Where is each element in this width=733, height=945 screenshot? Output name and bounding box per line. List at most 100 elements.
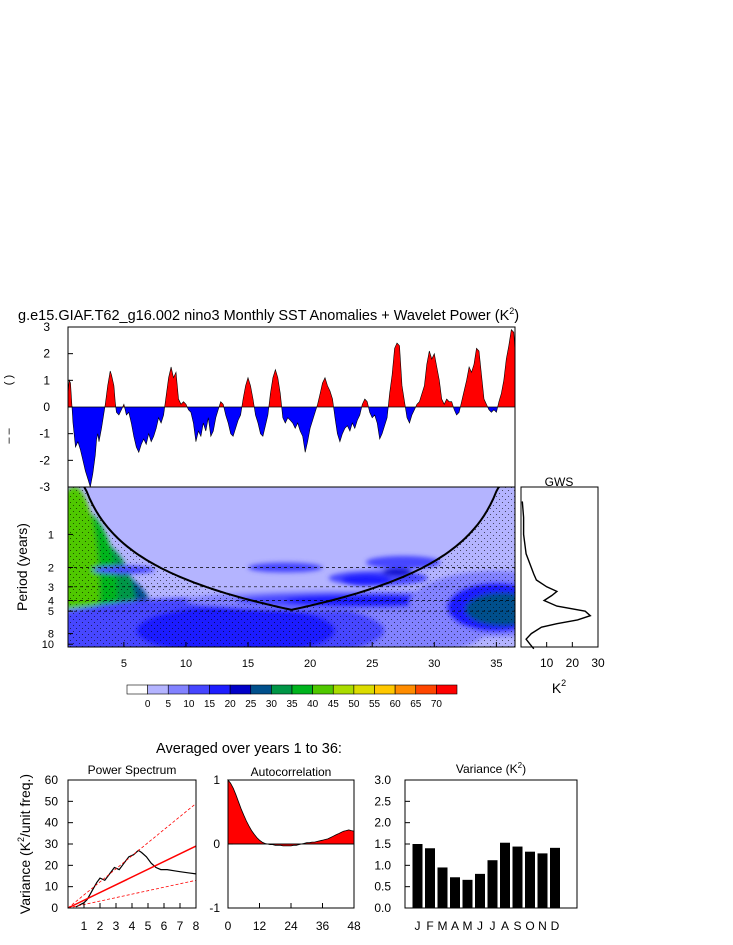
var-xtick-label: A <box>451 919 459 933</box>
sst-ytick-label: -3 <box>39 480 50 494</box>
wavelet-ytick-label: 2 <box>48 562 54 574</box>
power-spectrum-frame <box>67 779 197 909</box>
colorbar-label: 50 <box>348 699 360 710</box>
var-xtick-label: J <box>490 919 496 933</box>
ps-ytick-label: 40 <box>45 816 59 830</box>
var-ytick-label: 0.5 <box>374 880 391 894</box>
var-xtick-label: D <box>551 919 560 933</box>
cone-stipple <box>68 487 515 647</box>
wavelet-ytick-label: 3 <box>48 582 54 594</box>
var-xtick-label: J <box>477 919 483 933</box>
variance-bar <box>437 867 448 908</box>
colorbar-label: 60 <box>390 699 402 710</box>
sst-ylabel-partial: ( ) <box>3 375 15 385</box>
ps-xtick-label: 8 <box>193 919 200 933</box>
sst-anomaly-panel: -3 -2 -1 0 1 2 3 ( ) – – <box>3 320 516 494</box>
sst-ytick-label: 1 <box>43 373 50 387</box>
cone-of-influence <box>83 487 500 611</box>
gws-xtick-label: 20 <box>566 656 580 670</box>
variance-bar <box>525 851 535 908</box>
wavelet-ylabel: Period (years) <box>14 523 30 611</box>
var-xtick-label: M <box>438 919 448 933</box>
wavelet-power-blob <box>366 555 441 570</box>
positive-anomaly-area <box>68 329 515 407</box>
wavelet-power-blob <box>341 574 391 586</box>
gws-xtick-label: 10 <box>540 656 554 670</box>
ps-ytick-label: 10 <box>45 880 59 894</box>
ac-xtick-label: 36 <box>316 919 330 933</box>
wavelet-xtick-label: 25 <box>366 658 378 670</box>
ac-ytick-label: 0 <box>213 837 220 851</box>
colorbar-swatch <box>415 684 437 695</box>
main-title: g.e15.GIAF.T62_g16.002 nino3 Monthly SST… <box>18 306 519 324</box>
wavelet-xtick-label: 20 <box>304 658 316 670</box>
colorbar-swatch <box>332 684 355 695</box>
variance-panel: Variance (K2) 0.00.51.01.52.02.53.0J F M A M… <box>374 761 578 933</box>
ps-ytick-label: 50 <box>45 794 59 808</box>
colorbar-swatch <box>209 684 231 695</box>
wavelet-xtick-label: 30 <box>428 658 440 670</box>
colorbar-label: 35 <box>286 699 298 710</box>
gws-xtick-label: 30 <box>591 656 605 670</box>
colorbar-swatch <box>126 684 148 695</box>
autocorrelation-title: Autocorrelation <box>251 765 332 779</box>
colorbar-swatch <box>250 684 272 695</box>
colorbar-swatch <box>374 684 396 695</box>
wavelet-ytick-label: 4 <box>48 596 54 608</box>
var-xtick-label: A <box>501 919 509 933</box>
colorbar-swatch <box>353 684 375 695</box>
colorbar-label: 45 <box>328 699 340 710</box>
variance-bar <box>512 846 523 908</box>
ps-ytick-label: 20 <box>45 858 59 872</box>
colorbar-swatch <box>394 684 417 695</box>
colorbar-swatch <box>188 684 210 695</box>
red-noise-line <box>67 845 197 909</box>
colorbar-swatch <box>271 684 293 695</box>
wavelet-xtick-label: 5 <box>121 658 127 670</box>
wavelet-xtick-label: 10 <box>180 658 192 670</box>
wavelet-power-blob <box>382 568 412 576</box>
sst-ytick-label: -1 <box>39 427 50 441</box>
sst-ylabel-edge: – – <box>3 427 15 443</box>
ac-ytick-label: 1 <box>213 773 220 787</box>
upper-confidence-line <box>67 803 197 909</box>
colorbar: 0 5 10 15 20 25 30 35 40 45 50 55 60 65 70 <box>126 684 458 710</box>
wavelet-ytick-label: 10 <box>42 639 54 651</box>
colorbar-label: 70 <box>431 699 443 710</box>
var-xtick-label: N <box>538 919 547 933</box>
variance-bar <box>462 879 473 908</box>
var-ytick-label: 1.0 <box>374 858 391 872</box>
wavelet-ytick-label: 8 <box>48 629 54 641</box>
var-ytick-label: 0.0 <box>374 901 391 915</box>
colorbar-swatch <box>147 684 169 695</box>
colorbar-swatch <box>436 684 458 695</box>
var-xtick-label: S <box>513 919 521 933</box>
wavelet-xtick-label: 15 <box>242 658 254 670</box>
lower-confidence-line <box>67 879 197 909</box>
variance-bar <box>412 844 423 908</box>
autocorrelation-area <box>227 778 355 847</box>
colorbar-label: 0 <box>145 699 151 710</box>
colorbar-label: 5 <box>165 699 171 710</box>
averaged-subtitle: Averaged over years 1 to 36: <box>156 741 342 757</box>
sst-ytick-label: 0 <box>43 400 50 414</box>
variance-bar <box>550 847 560 908</box>
wavelet-ytick-label: 1 <box>48 529 54 541</box>
sst-ytick-label: 2 <box>43 347 50 361</box>
variance-bar <box>425 848 435 908</box>
colorbar-label: 10 <box>183 699 195 710</box>
wavelet-ytick-label: 5 <box>48 606 54 618</box>
var-xtick-label: J <box>415 919 421 933</box>
colorbar-label: 65 <box>410 699 422 710</box>
sst-ytick-label: 3 <box>43 320 50 334</box>
anomaly-outline <box>68 329 515 487</box>
var-ytick-label: 2.5 <box>374 794 391 808</box>
var-ytick-label: 1.5 <box>374 837 391 851</box>
colorbar-label: 20 <box>225 699 237 710</box>
colorbar-label: 15 <box>204 699 216 710</box>
autocorrelation-panel: Autocorrelation -1 0 1 0 12 24 36 48 <box>209 765 361 933</box>
ps-xtick-label: 6 <box>161 919 168 933</box>
colorbar-label: 30 <box>266 699 278 710</box>
variance-bar <box>500 842 510 908</box>
colorbar-label: 40 <box>307 699 319 710</box>
